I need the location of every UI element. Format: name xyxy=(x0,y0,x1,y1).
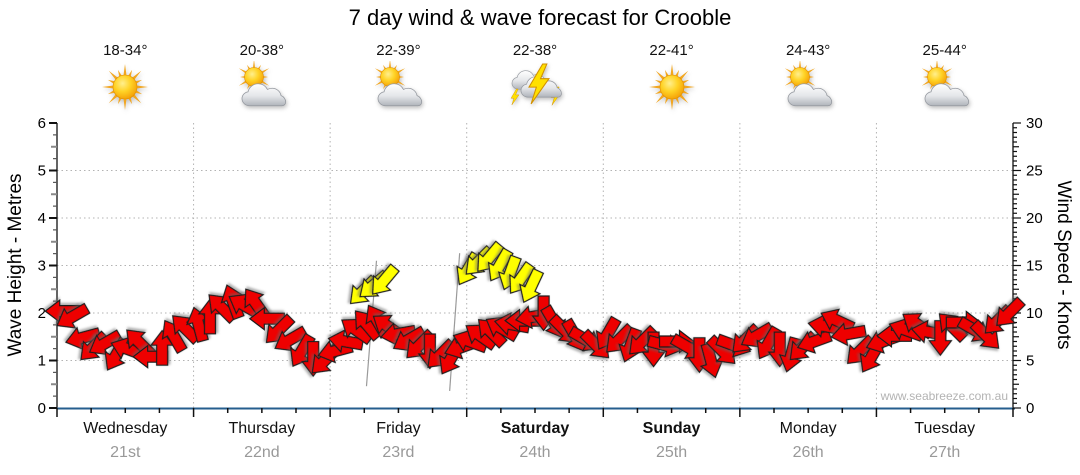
right-tick-label: 10 xyxy=(1026,305,1043,322)
date-label: 27th xyxy=(929,444,960,461)
right-axis-title: Wind Speed - Knots xyxy=(1053,180,1074,350)
day-label: Wednesday xyxy=(83,420,167,437)
temp-range: 20-38° xyxy=(239,42,285,59)
date-label: 23rd xyxy=(382,444,414,461)
wind-arrow xyxy=(969,319,1000,349)
partly-cloudy-icon xyxy=(238,61,286,107)
day-label: Friday xyxy=(376,420,420,437)
wind-arrow xyxy=(274,325,309,352)
forecast-day-sunday: 22-41° xyxy=(604,42,740,111)
wind-arrow xyxy=(820,308,856,334)
partly-cloudy-icon xyxy=(784,61,833,107)
gust-arrow xyxy=(372,263,400,295)
left-tick-label: 2 xyxy=(38,305,46,322)
date-label: 24th xyxy=(519,444,550,461)
wind-arrow xyxy=(996,296,1026,327)
left-tick-label: 4 xyxy=(38,210,46,227)
forecast-day-tuesday: 25-44° xyxy=(877,42,1013,111)
right-tick-label: 0 xyxy=(1026,400,1034,417)
temp-range: 25-44° xyxy=(922,42,967,59)
day-label: Saturday xyxy=(501,420,570,437)
wind-arrow xyxy=(149,329,175,366)
left-axis-title: Wave Height - Metres xyxy=(5,173,26,357)
forecast-row: 18-34° 20-38° 22-39° 22-38° 22-41° 24-43° 25-4… xyxy=(0,0,1080,120)
temp-range: 22-39° xyxy=(376,42,421,59)
sunny-icon xyxy=(648,64,695,110)
sunny-icon xyxy=(102,64,149,110)
wind-arrow xyxy=(88,329,124,356)
date-label: 22nd xyxy=(244,444,280,461)
right-tick-label: 25 xyxy=(1026,163,1043,180)
wind-arrow xyxy=(830,322,867,347)
gust-arrow xyxy=(519,267,545,304)
right-tick-label: 5 xyxy=(1026,353,1034,370)
forecast-day-thursday: 20-38° xyxy=(194,42,330,111)
wind-arrow xyxy=(56,302,91,329)
wind-arrow xyxy=(699,341,724,379)
date-label: 25th xyxy=(656,444,687,461)
chart-title: 7 day wind & wave forecast for Crooble xyxy=(348,5,732,30)
date-label: 26th xyxy=(793,444,824,461)
wind-arrow xyxy=(928,320,953,357)
wind-arrow xyxy=(64,326,102,351)
left-tick-label: 1 xyxy=(38,353,46,370)
right-tick-label: 15 xyxy=(1026,258,1043,275)
temp-range: 18-34° xyxy=(103,42,148,59)
partly-cloudy-icon xyxy=(375,61,423,107)
day-label: Sunday xyxy=(643,420,701,437)
wind-arrow xyxy=(248,306,285,331)
right-tick-label: 30 xyxy=(1026,115,1043,132)
day-label: Tuesday xyxy=(914,420,975,437)
watermark: www.seabreeze.com.au xyxy=(880,389,1008,403)
day-label: Thursday xyxy=(229,420,296,437)
temp-range: 22-41° xyxy=(649,42,694,59)
forecast-day-wednesday: 18-34° xyxy=(57,42,193,111)
date-label: 21st xyxy=(110,444,141,461)
partly-cloudy-icon xyxy=(921,61,969,107)
gust-arrow xyxy=(509,260,536,294)
left-tick-label: 0 xyxy=(38,400,46,417)
forecast-day-friday: 22-39° xyxy=(330,42,466,111)
temp-range: 24-43° xyxy=(785,42,831,59)
left-tick-label: 6 xyxy=(38,115,46,132)
right-tick-label: 20 xyxy=(1026,210,1043,227)
temp-range: 22-38° xyxy=(512,42,558,59)
forecast-day-saturday: 22-38° xyxy=(467,42,603,111)
storm-icon xyxy=(510,63,562,106)
left-tick-label: 3 xyxy=(38,258,46,275)
forecast-day-monday: 24-43° xyxy=(740,42,876,111)
day-label: Monday xyxy=(780,420,837,437)
gust-arrow xyxy=(487,247,514,282)
left-tick-label: 5 xyxy=(38,163,46,180)
